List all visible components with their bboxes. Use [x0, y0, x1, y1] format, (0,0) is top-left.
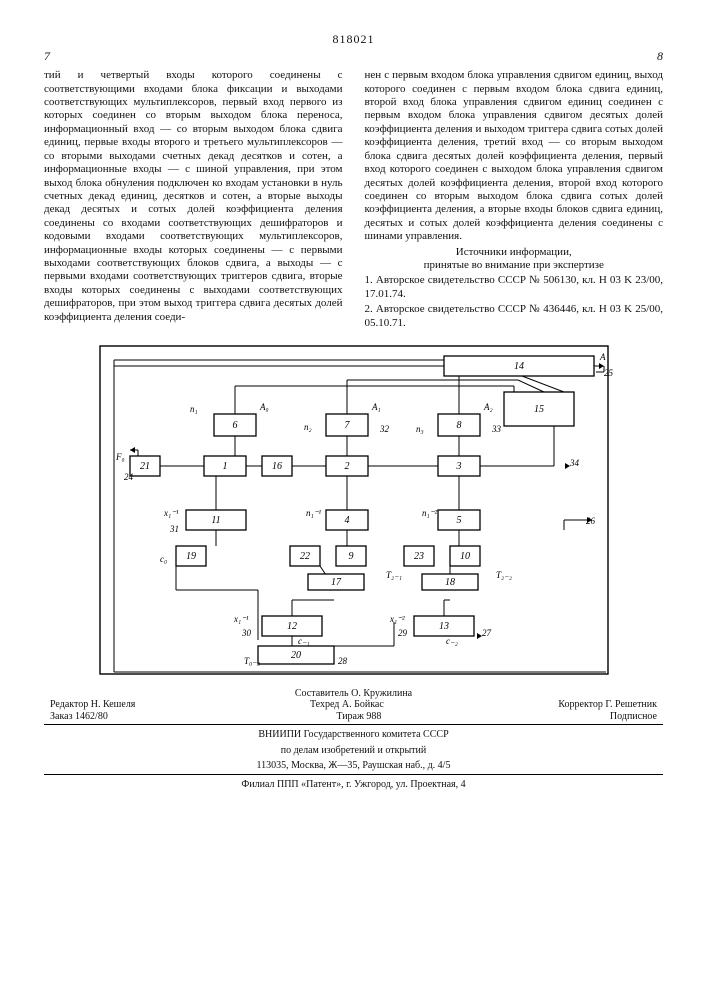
- svg-text:22: 22: [300, 551, 310, 562]
- order-number: Заказ 1462/80: [50, 711, 108, 723]
- corrector: Корректор Г. Решетник: [558, 699, 657, 711]
- svg-text:A₂: A₂: [483, 402, 493, 412]
- svg-text:31: 31: [169, 524, 179, 534]
- svg-text:28: 28: [338, 656, 348, 666]
- patent-number: 818021: [44, 32, 663, 47]
- svg-text:30: 30: [241, 628, 252, 638]
- source-2: 2. Авторское свидетельство СССР № 436446…: [365, 303, 664, 330]
- svg-text:T₀₋₃: T₀₋₃: [244, 656, 260, 666]
- svg-text:c₋₁: c₋₁: [298, 636, 310, 646]
- branch-line: Филиал ППП «Патент», г. Ужгород, ул. Про…: [44, 779, 663, 791]
- svg-text:A: A: [599, 352, 606, 362]
- svg-text:T₂₋₂: T₂₋₂: [496, 570, 512, 580]
- svg-text:x₁⁻²: x₁⁻²: [389, 614, 405, 624]
- left-column-text: тий и четвертый входы которого соединены…: [44, 69, 343, 324]
- right-column-text: нен с первым входом блока управления сдв…: [365, 69, 664, 243]
- svg-text:n₁⁻¹: n₁⁻¹: [306, 508, 321, 518]
- svg-text:3: 3: [455, 461, 461, 472]
- svg-text:24: 24: [124, 472, 134, 482]
- editor: Редактор Н. Кешеля: [50, 699, 135, 711]
- svg-text:n₃: n₃: [416, 424, 424, 434]
- subscription: Подписное: [610, 711, 657, 723]
- svg-text:A₁: A₁: [371, 402, 381, 412]
- tirage: Тираж 988: [336, 711, 381, 723]
- svg-text:25: 25: [604, 368, 614, 378]
- source-1: 1. Авторское свидетельство СССР № 506130…: [365, 274, 664, 301]
- svg-text:23: 23: [414, 551, 424, 562]
- svg-text:9: 9: [348, 551, 353, 562]
- svg-text:20: 20: [291, 650, 301, 661]
- svg-text:16: 16: [272, 461, 282, 472]
- svg-text:x₁⁻¹: x₁⁻¹: [233, 614, 249, 624]
- svg-text:18: 18: [445, 577, 455, 588]
- svg-text:6: 6: [232, 420, 237, 431]
- svg-text:x₁⁻¹: x₁⁻¹: [163, 508, 179, 518]
- svg-text:c₋₂: c₋₂: [446, 636, 458, 646]
- footer-rule: [44, 724, 663, 725]
- footer-rule-2: [44, 774, 663, 775]
- svg-text:10: 10: [460, 551, 470, 562]
- compiler-line: Составитель О. Кружилина: [44, 688, 663, 700]
- svg-text:19: 19: [186, 551, 196, 562]
- org-line-1: ВНИИПИ Государственного комитета СССР: [44, 729, 663, 741]
- address-line: 113035, Москва, Ж—35, Раушская наб., д. …: [44, 760, 663, 772]
- svg-text:33: 33: [491, 424, 502, 434]
- svg-text:5: 5: [456, 515, 461, 526]
- svg-text:32: 32: [379, 424, 390, 434]
- svg-text:27: 27: [482, 628, 492, 638]
- footer-block: Составитель О. Кружилина Редактор Н. Кеш…: [44, 688, 663, 791]
- tech-editor: Техред А. Бойкас: [310, 699, 384, 711]
- svg-text:A₀: A₀: [259, 402, 269, 412]
- sources-heading: Источники информации, принятые во вниман…: [365, 246, 664, 273]
- svg-text:13: 13: [439, 621, 449, 632]
- svg-text:c₀: c₀: [160, 554, 167, 564]
- svg-text:8: 8: [456, 420, 461, 431]
- circuit-diagram: 1415678211162311451922923101718121320n₁A…: [94, 340, 614, 680]
- svg-text:F₀: F₀: [115, 452, 125, 462]
- page-left: 7: [44, 49, 50, 64]
- page-numbers-row: 7 8: [44, 49, 663, 64]
- svg-text:1: 1: [222, 461, 227, 472]
- org-line-2: по делам изобретений и открытий: [44, 745, 663, 757]
- svg-text:14: 14: [514, 361, 524, 372]
- svg-text:17: 17: [331, 577, 342, 588]
- svg-text:n₁: n₁: [190, 404, 198, 414]
- svg-text:n₂: n₂: [304, 422, 312, 432]
- svg-text:12: 12: [287, 621, 297, 632]
- svg-text:34: 34: [569, 458, 580, 468]
- svg-text:T₂₋₁: T₂₋₁: [386, 570, 402, 580]
- svg-text:15: 15: [534, 404, 544, 415]
- svg-text:29: 29: [398, 628, 408, 638]
- svg-text:11: 11: [211, 515, 220, 526]
- svg-text:4: 4: [344, 515, 349, 526]
- page-right: 8: [657, 49, 663, 64]
- svg-text:21: 21: [140, 461, 150, 472]
- svg-text:2: 2: [344, 461, 349, 472]
- body-text-columns: тий и четвертый входы которого соединены…: [44, 69, 663, 330]
- svg-text:n₁⁻²: n₁⁻²: [422, 508, 437, 518]
